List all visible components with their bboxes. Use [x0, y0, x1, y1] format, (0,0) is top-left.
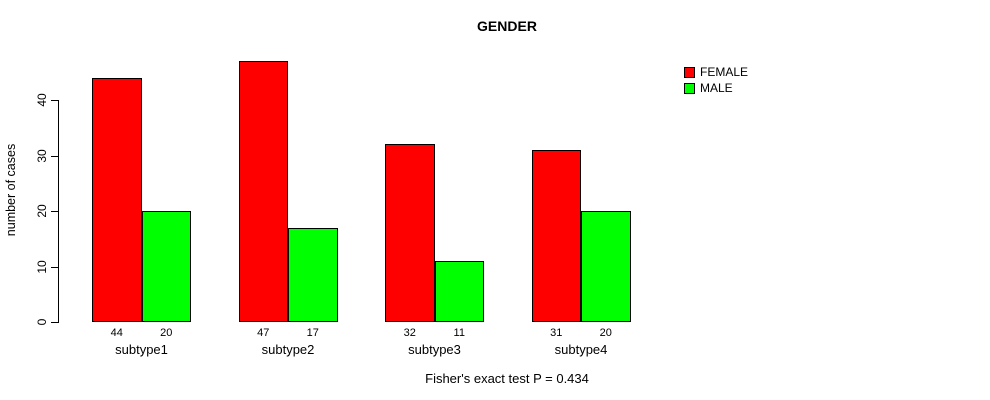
bar-value-label: 20 — [160, 327, 173, 339]
legend-item-male: MALE — [684, 81, 748, 95]
y-tick-label: 10 — [35, 259, 49, 274]
y-tick-label: 30 — [35, 148, 49, 163]
bar-female-subtype4 — [531, 149, 581, 322]
legend-label: FEMALE — [700, 65, 749, 79]
y-tick-label: 0 — [35, 318, 49, 326]
y-tick-mark — [51, 211, 58, 212]
y-axis-line — [58, 100, 59, 323]
bar-value-label: 31 — [550, 327, 563, 339]
bar-value-label: 17 — [306, 327, 319, 339]
chart-title: GENDER — [477, 18, 537, 34]
y-axis-label: number of cases — [4, 143, 18, 237]
legend-swatch-female — [684, 66, 695, 78]
legend: FEMALE MALE — [684, 65, 748, 95]
bar-female-subtype1 — [92, 77, 142, 322]
bar-value-label: 20 — [599, 327, 612, 339]
y-tick-mark — [51, 100, 58, 101]
bar-female-subtype3 — [385, 144, 435, 322]
bar-value-label: 32 — [403, 327, 416, 339]
bar-male-subtype4 — [581, 211, 631, 322]
bar-male-subtype2 — [288, 227, 338, 322]
bar-female-subtype2 — [238, 61, 288, 322]
category-label-subtype2: subtype2 — [261, 342, 315, 357]
bar-value-label: 47 — [257, 327, 270, 339]
y-tick-label: 20 — [35, 204, 49, 218]
bar-value-label: 11 — [453, 327, 465, 339]
y-tick-label: 40 — [35, 93, 49, 107]
bar-male-subtype1 — [141, 211, 191, 322]
y-tick-mark — [51, 322, 58, 323]
y-tick-mark — [51, 155, 58, 157]
bar-value-label: 44 — [110, 327, 123, 339]
bar-male-subtype3 — [434, 260, 484, 322]
category-label-subtype4: subtype4 — [554, 342, 608, 357]
y-tick-mark — [51, 266, 58, 268]
legend-label: MALE — [700, 81, 733, 95]
legend-item-female: FEMALE — [684, 65, 748, 79]
legend-swatch-male — [684, 82, 695, 94]
category-label-subtype3: subtype3 — [408, 342, 461, 357]
category-label-subtype1: subtype1 — [115, 342, 168, 357]
footnote-fisher-test: Fisher's exact test P = 0.434 — [425, 371, 589, 386]
